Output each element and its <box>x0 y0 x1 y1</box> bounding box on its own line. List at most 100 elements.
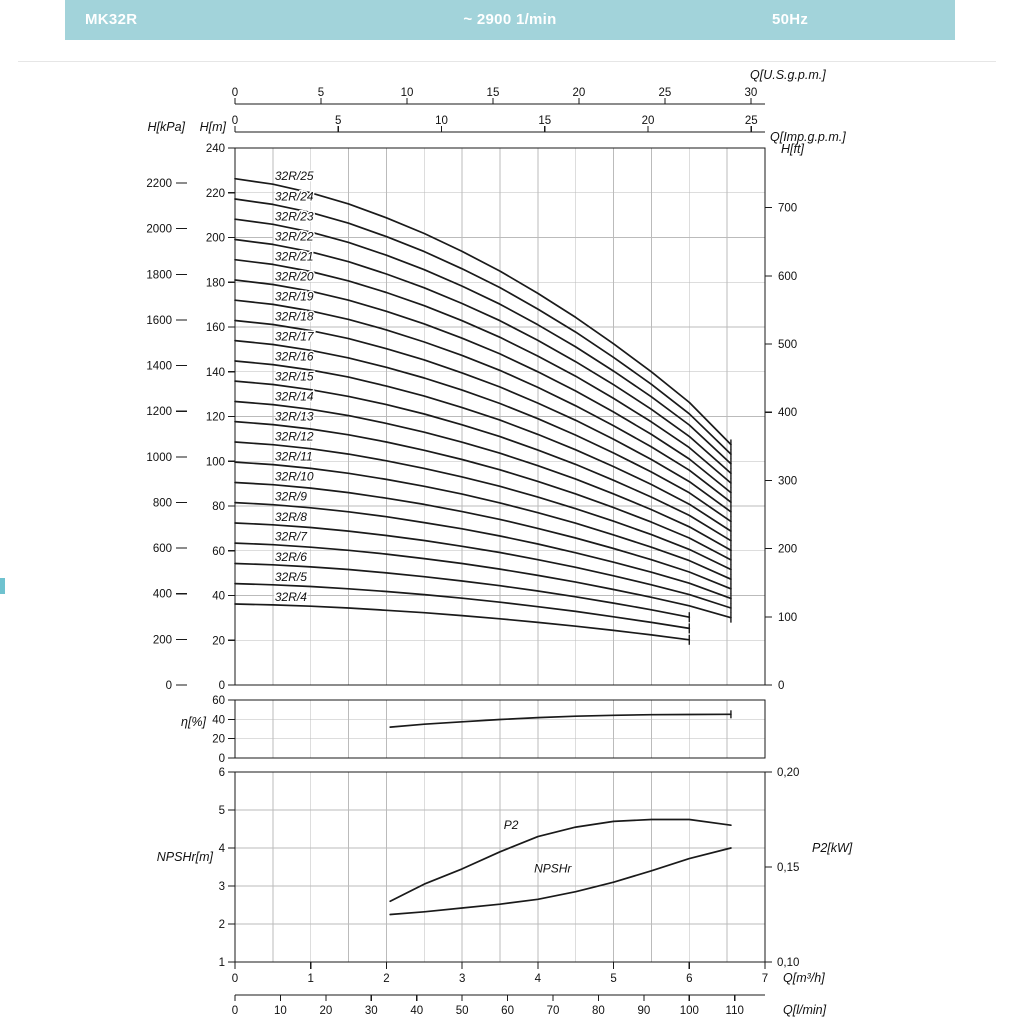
curve-label-32R-13: 32R/13 <box>275 410 314 424</box>
curve-label-32R-23: 32R/23 <box>275 209 314 223</box>
svg-text:1000: 1000 <box>146 452 172 464</box>
svg-text:3: 3 <box>219 881 225 893</box>
pump-speed-label: ~ 2900 1/min <box>463 11 557 28</box>
head-curve-32R-11 <box>234 461 732 581</box>
head-curve-32R-14 <box>234 400 732 552</box>
header-bar: MK32R ~ 2900 1/min 50Hz <box>65 0 955 40</box>
y-axis-label-kpa: H[kPa] <box>147 120 185 134</box>
p2-axis-label: P2[kW] <box>812 841 853 855</box>
curve-label-32R-10: 32R/10 <box>275 470 314 484</box>
head-y-axis-ft: 0 100 200 300 400 500 600 700 H[ft] <box>765 142 804 692</box>
svg-text:6: 6 <box>686 973 692 985</box>
curve-label-32R-25: 32R/25 <box>275 169 314 183</box>
svg-text:90: 90 <box>637 1005 650 1017</box>
y-axis-label-ft: H[ft] <box>781 142 804 156</box>
x-axis-label-lmin: Q[l/min] <box>783 1003 827 1017</box>
svg-text:7: 7 <box>762 973 768 985</box>
svg-text:800: 800 <box>153 497 172 509</box>
curve-label-32R-14: 32R/14 <box>275 390 314 404</box>
curve-label-32R-24: 32R/24 <box>275 189 314 203</box>
svg-text:3: 3 <box>459 973 465 985</box>
svg-text:500: 500 <box>778 339 797 351</box>
pump-frequency-label: 50Hz <box>772 11 809 28</box>
svg-text:0,15: 0,15 <box>777 862 799 874</box>
curve-label-32R-12: 32R/12 <box>275 430 314 444</box>
svg-text:80: 80 <box>592 1005 605 1017</box>
svg-text:1600: 1600 <box>146 315 172 327</box>
svg-text:2: 2 <box>383 973 389 985</box>
head-curve-32R-25 <box>234 177 732 446</box>
svg-text:200: 200 <box>206 233 225 245</box>
svg-text:300: 300 <box>778 475 797 487</box>
svg-text:10: 10 <box>274 1005 287 1017</box>
svg-text:4: 4 <box>219 843 226 855</box>
head-y-axis-kpa: 0 200 400 600 800 1000 1200 1400 1600 1800 2000 220… <box>146 120 187 692</box>
curve-label-32R-11: 32R/11 <box>275 450 313 464</box>
svg-text:25: 25 <box>659 87 672 99</box>
svg-text:15: 15 <box>487 87 500 99</box>
y-axis-label-m: H[m] <box>200 120 227 134</box>
svg-text:80: 80 <box>212 501 225 513</box>
svg-text:1: 1 <box>219 957 225 969</box>
svg-text:400: 400 <box>778 407 797 419</box>
svg-text:100: 100 <box>778 612 797 624</box>
svg-text:70: 70 <box>547 1005 560 1017</box>
head-curve-32R-6 <box>234 562 691 619</box>
head-curve-32R-22 <box>234 238 732 475</box>
head-curve-32R-13 <box>234 420 732 561</box>
svg-text:10: 10 <box>401 87 414 99</box>
npshr-axis-label: NPSHr[m] <box>157 850 214 864</box>
efficiency-chart: 0 20 40 60 η[%] <box>181 695 766 765</box>
svg-text:40: 40 <box>212 714 225 726</box>
x-axis-usgpm-label: Q[U.S.g.p.m.] <box>750 68 826 82</box>
curve-label-32R-18: 32R/18 <box>275 310 314 324</box>
svg-text:5: 5 <box>335 115 341 127</box>
head-chart-grid <box>234 147 766 686</box>
head-curve-32R-18 <box>234 319 732 513</box>
svg-text:0: 0 <box>232 973 238 985</box>
head-curves: 32R/25 32R/24 32R/23 32R/22 32R/21 32R/20 32R/… <box>234 168 732 645</box>
p2-curve-label: P2 <box>504 818 519 832</box>
x-axis-m3h: 0 1 2 3 4 5 6 7 Q[m³/h] <box>232 962 825 985</box>
svg-text:40: 40 <box>212 591 225 603</box>
svg-text:100: 100 <box>206 456 225 468</box>
svg-text:25: 25 <box>745 115 758 127</box>
svg-text:0: 0 <box>219 753 225 765</box>
curve-label-32R-6: 32R/6 <box>275 550 307 564</box>
curve-label-32R-5: 32R/5 <box>275 570 307 584</box>
curve-label-32R-7: 32R/7 <box>275 530 308 544</box>
svg-text:400: 400 <box>153 589 172 601</box>
svg-text:0: 0 <box>232 87 238 99</box>
page-edge-line <box>18 61 996 62</box>
svg-text:2: 2 <box>219 919 225 931</box>
svg-text:200: 200 <box>153 634 172 646</box>
head-y-axis-m: 0 20 40 60 80 100 120 140 160 180 200 220 240 H[m] <box>200 120 235 692</box>
svg-text:0: 0 <box>232 115 238 127</box>
svg-text:20: 20 <box>642 115 655 127</box>
svg-text:0: 0 <box>778 680 784 692</box>
svg-text:160: 160 <box>206 322 225 334</box>
svg-text:110: 110 <box>726 1005 744 1017</box>
svg-text:0: 0 <box>166 680 172 692</box>
curve-label-32R-21: 32R/21 <box>275 249 314 263</box>
head-curve-32R-5 <box>234 582 691 630</box>
curve-label-32R-19: 32R/19 <box>275 289 314 303</box>
head-curve-32R-15 <box>234 380 732 542</box>
svg-text:0: 0 <box>232 1005 238 1017</box>
left-margin-mark <box>0 578 5 594</box>
head-curve-32R-23 <box>234 218 732 465</box>
svg-text:240: 240 <box>206 143 225 155</box>
svg-text:30: 30 <box>744 87 757 99</box>
svg-text:20: 20 <box>212 635 225 647</box>
head-curve-32R-24 <box>234 198 732 455</box>
svg-text:5: 5 <box>219 805 225 817</box>
curve-label-32R-22: 32R/22 <box>275 229 314 243</box>
svg-text:600: 600 <box>778 271 797 283</box>
svg-text:220: 220 <box>206 188 225 200</box>
head-curve-32R-9 <box>234 501 732 600</box>
x-axis-usgpm: 0 5 10 15 20 25 30 Q[U.S.g.p.m.] <box>232 68 826 105</box>
svg-text:50: 50 <box>456 1005 469 1017</box>
x-axis-lmin: 0 10 20 30 40 50 60 70 80 90 100 110 Q[l/min] <box>232 994 827 1017</box>
svg-text:140: 140 <box>206 367 225 379</box>
svg-text:10: 10 <box>435 115 448 127</box>
